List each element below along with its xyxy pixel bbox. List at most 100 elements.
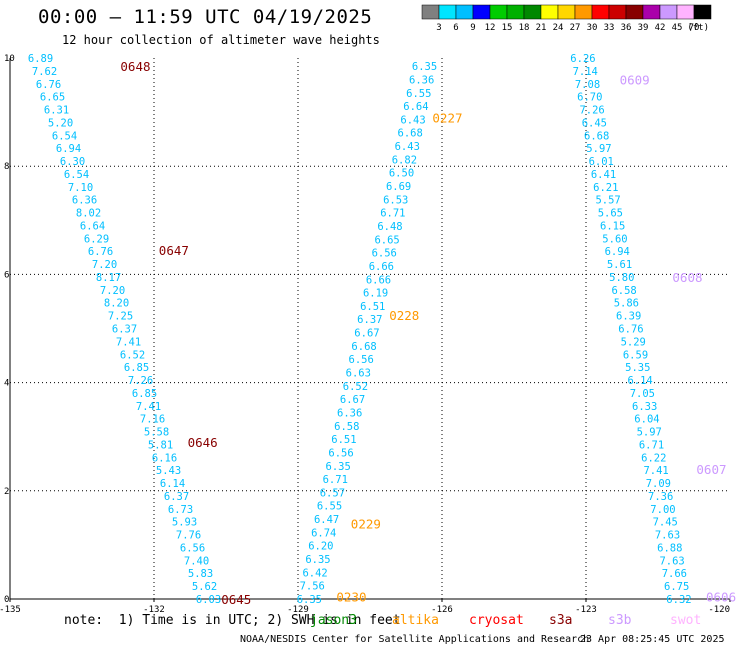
x-tick-label: -123 [575, 605, 597, 615]
swh-value-s3b: 6.26 [570, 53, 595, 65]
swh-value-s3b: 7.63 [659, 555, 684, 567]
swh-value-s3a: 7.76 [176, 530, 201, 542]
y-tick-label: 4 [4, 379, 9, 389]
legend-bin-label: 24 [553, 23, 564, 33]
swh-value-s3b: 6.70 [577, 92, 602, 104]
swh-value-s3b: 7.14 [573, 66, 598, 78]
swh-value-s3b: 6.33 [632, 401, 657, 413]
pass-time-label-s3b: 0607 [696, 462, 726, 477]
swh-value-altika: 6.68 [351, 341, 376, 353]
swh-value-altika: 6.82 [392, 154, 417, 166]
swh-value-altika: 6.43 [395, 141, 420, 153]
swh-value-altika: 6.35 [412, 61, 437, 73]
swh-value-s3a: 7.40 [184, 555, 209, 567]
swh-value-altika: 6.48 [377, 221, 402, 233]
mission-s3a-label: s3a [549, 613, 573, 628]
y-tick-label: 8 [4, 162, 9, 172]
swh-value-s3a: 8.20 [104, 298, 129, 310]
swh-value-s3b: 6.76 [618, 324, 643, 336]
swh-value-s3b: 7.41 [643, 465, 668, 477]
swh-value-s3a: 6.37 [164, 491, 189, 503]
swh-value-altika: 6.63 [346, 368, 371, 380]
swh-value-s3b: 5.97 [586, 143, 611, 155]
swh-value-s3b: 7.08 [575, 79, 600, 91]
swh-value-altika: 6.47 [314, 514, 339, 526]
swh-value-s3a: 6.37 [112, 324, 137, 336]
swh-value-altika: 6.36 [409, 74, 434, 86]
y-tick-label: 2 [4, 487, 9, 497]
legend-bin-label: 39 [638, 23, 649, 33]
swh-value-s3b: 7.63 [655, 530, 680, 542]
legend-bin-label: 21 [536, 23, 547, 33]
swh-value-s3a: 7.16 [140, 414, 165, 426]
pass-time-label-s3a: 0648 [120, 59, 150, 74]
swh-value-s3b: 6.14 [627, 375, 652, 387]
swh-value-s3b: 6.45 [582, 117, 607, 129]
chart-title: 00:00 – 11:59 UTC 04/19/2025 [38, 6, 373, 28]
legend-bin-label: 42 [655, 23, 666, 33]
swh-value-s3b: 7.66 [662, 568, 687, 580]
swh-value-altika: 6.53 [383, 194, 408, 206]
swh-value-s3a: 5.93 [172, 517, 197, 529]
legend-swatch [642, 4, 661, 20]
swh-value-s3b: 6.39 [616, 311, 641, 323]
swh-value-altika: 6.67 [354, 328, 379, 340]
swh-value-s3b: 5.86 [614, 298, 639, 310]
swh-value-s3a: 7.10 [68, 182, 93, 194]
swh-value-s3a: 6.31 [44, 105, 69, 117]
footer-timestamp: 23 Apr 08:25:45 UTC 2025 [580, 634, 725, 645]
swh-value-s3a: 6.14 [160, 478, 185, 490]
swh-value-s3a: 6.73 [168, 504, 193, 516]
swh-value-altika: 6.35 [305, 554, 330, 566]
swh-value-s3a: 6.76 [88, 246, 113, 258]
legend-bin-label: 70 [689, 23, 700, 33]
pass-time-label-s3b: 0606 [706, 589, 736, 604]
x-tick-label: -135 [0, 605, 21, 615]
swh-value-altika: 6.55 [406, 88, 431, 100]
swh-value-s3a: 6.29 [84, 233, 109, 245]
footer-note: note: 1) Time is in UTC; 2) SWH is in fe… [64, 613, 401, 628]
pass-time-label-altika: 0228 [389, 308, 419, 323]
mission-s3b-label: s3b [608, 613, 632, 628]
swh-value-altika: 7.56 [300, 581, 325, 593]
swh-value-s3b: 5.29 [621, 336, 646, 348]
swh-value-s3b: 6.21 [593, 182, 618, 194]
swh-value-s3a: 6.03 [196, 594, 221, 606]
swh-value-s3a: 6.64 [80, 220, 105, 232]
legend-bin-label: 36 [621, 23, 632, 33]
legend-swatch [557, 4, 576, 20]
swh-value-altika: 6.35 [297, 594, 322, 606]
swh-value-altika: 6.64 [403, 101, 428, 113]
swh-value-s3a: 6.85 [132, 388, 157, 400]
x-tick-label: -132 [143, 605, 165, 615]
swh-value-altika: 6.56 [372, 248, 397, 260]
swh-value-s3b: 6.94 [605, 246, 630, 258]
swh-value-s3a: 5.62 [192, 581, 217, 593]
pass-time-label-altika: 0229 [351, 516, 381, 531]
legend-bin-label: 27 [570, 23, 581, 33]
footer-credit: NOAA/NESDIS Center for Satellite Applica… [240, 634, 590, 645]
swh-value-s3a: 8.17 [96, 272, 121, 284]
pass-time-label-s3a: 0647 [159, 243, 189, 258]
legend-bin-label: 9 [470, 23, 475, 33]
swh-value-altika: 6.67 [340, 394, 365, 406]
swh-value-altika: 6.68 [398, 128, 423, 140]
swh-value-s3b: 5.65 [598, 208, 623, 220]
swh-value-s3a: 6.52 [120, 349, 145, 361]
legend-swatch [540, 4, 559, 20]
swh-value-altika: 6.51 [360, 301, 385, 313]
swh-value-s3b: 7.00 [650, 504, 675, 516]
legend-swatch [489, 4, 508, 20]
legend-swatch [523, 4, 542, 20]
swh-value-s3b: 5.60 [602, 233, 627, 245]
swh-value-s3a: 6.54 [64, 169, 89, 181]
swh-value-altika: 6.51 [331, 434, 356, 446]
swh-value-altika: 6.36 [337, 407, 362, 419]
swh-value-altika: 6.69 [386, 181, 411, 193]
swh-value-s3b: 6.75 [664, 581, 689, 593]
legend-swatch [438, 4, 457, 20]
swh-value-s3a: 7.62 [32, 66, 57, 78]
swh-value-altika: 6.50 [389, 168, 414, 180]
swh-value-s3b: 6.32 [666, 594, 691, 606]
